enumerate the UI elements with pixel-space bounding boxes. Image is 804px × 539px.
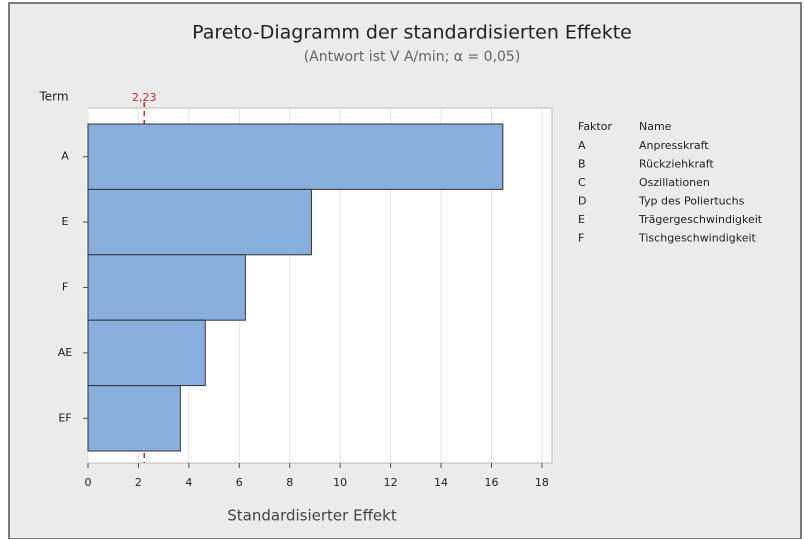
y-tick-label: AE (58, 346, 73, 359)
legend-header: Faktor (578, 120, 612, 133)
legend-factor: A (578, 139, 586, 152)
x-tick-label: 10 (333, 476, 347, 489)
legend-name: Trägergeschwindigkeit (638, 213, 763, 226)
legend-factor: D (578, 195, 586, 208)
legend-factor: E (578, 213, 585, 226)
x-tick-label: 14 (434, 476, 448, 489)
x-tick-label: 6 (236, 476, 243, 489)
x-tick-label: 8 (286, 476, 293, 489)
legend-header: Name (639, 120, 672, 133)
bar (87, 385, 181, 452)
y-axis-label: Term (38, 90, 68, 104)
bar (87, 319, 206, 387)
y-tick-label: F (62, 281, 68, 294)
y-tick-label: A (61, 150, 69, 163)
legend-factor: B (578, 158, 586, 171)
legend-factor: C (578, 176, 586, 189)
legend-factor: F (578, 232, 584, 245)
x-tick-label: 12 (384, 476, 398, 489)
x-tick-label: 0 (85, 476, 92, 489)
legend-name: Oszillationen (639, 176, 710, 189)
y-tick-label: E (62, 215, 69, 228)
legend-name: Anpresskraft (639, 139, 709, 152)
x-tick-label: 4 (185, 476, 192, 489)
chart-subtitle: (Antwort ist V A/min; α = 0,05) (304, 49, 521, 65)
x-tick-label: 2 (135, 476, 142, 489)
y-tick-label: EF (58, 411, 71, 424)
bar (87, 188, 312, 256)
x-tick-label: 16 (484, 476, 498, 489)
bar (87, 254, 246, 321)
legend-name: Tischgeschwindigkeit (638, 232, 757, 245)
legend-name: Rückziehkraft (639, 158, 714, 171)
bar (87, 123, 504, 190)
x-tick-label: 18 (535, 476, 549, 489)
chart-title: Pareto-Diagramm der standardisierten Eff… (192, 22, 632, 44)
legend-name: Typ des Poliertuchs (638, 195, 745, 208)
x-axis-label: Standardisierter Effekt (227, 507, 397, 525)
reference-label: 2,23 (132, 91, 157, 104)
